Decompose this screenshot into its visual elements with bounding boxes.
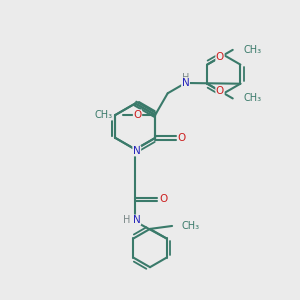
Text: O: O (178, 133, 186, 143)
Text: O: O (159, 194, 167, 205)
Text: CH₃: CH₃ (244, 93, 262, 103)
Text: O: O (134, 110, 142, 120)
Text: CH₃: CH₃ (244, 45, 262, 55)
Text: N: N (133, 146, 141, 156)
Text: O: O (216, 86, 224, 96)
Text: CH₃: CH₃ (94, 110, 112, 120)
Text: O: O (216, 52, 224, 62)
Text: N: N (182, 78, 189, 88)
Text: H: H (123, 215, 131, 225)
Text: H: H (182, 73, 189, 83)
Text: CH₃: CH₃ (182, 221, 200, 231)
Text: N: N (133, 215, 141, 225)
